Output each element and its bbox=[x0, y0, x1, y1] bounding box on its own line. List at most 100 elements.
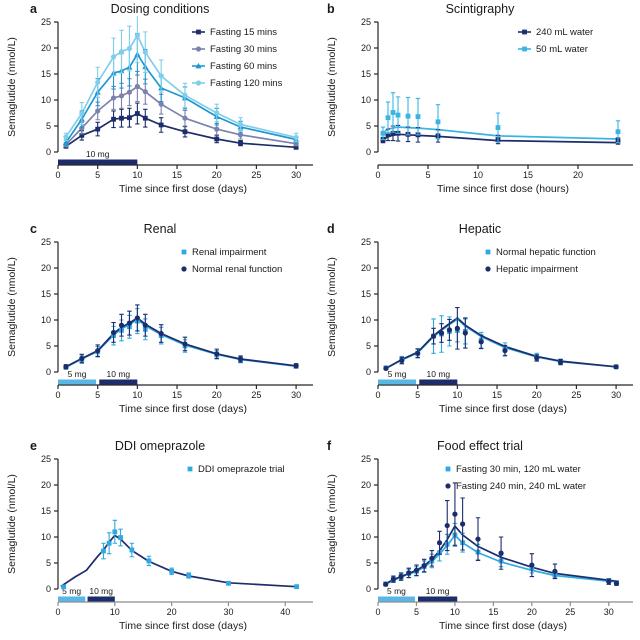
svg-text:10: 10 bbox=[41, 532, 51, 542]
svg-text:25: 25 bbox=[361, 17, 371, 27]
svg-text:5 mg: 5 mg bbox=[388, 369, 407, 379]
svg-text:Semaglutide (nmol/L): Semaglutide (nmol/L) bbox=[6, 257, 18, 357]
svg-text:Semaglutide (nmol/L): Semaglutide (nmol/L) bbox=[326, 257, 338, 357]
svg-text:Semaglutide (nmol/L): Semaglutide (nmol/L) bbox=[326, 474, 338, 574]
svg-text:5: 5 bbox=[95, 170, 100, 180]
panel-letter: e bbox=[30, 439, 37, 453]
svg-text:25: 25 bbox=[41, 454, 51, 464]
svg-text:20: 20 bbox=[41, 480, 51, 490]
svg-text:0: 0 bbox=[366, 367, 371, 377]
svg-text:10: 10 bbox=[452, 390, 462, 400]
svg-text:Time since first dose (days): Time since first dose (days) bbox=[119, 183, 247, 195]
svg-text:0: 0 bbox=[55, 390, 60, 400]
chart-renal: 0 5 10 15 20 25 Semaglutide (nmol/L) 0 5 10 15 20 25… bbox=[6, 237, 313, 415]
svg-text:15: 15 bbox=[492, 390, 502, 400]
panel-b: b Scintigraphy 0 5 10 15 20 25 Semaglutide (nm… bbox=[320, 0, 640, 206]
svg-text:Fasting 30 min, 120 mL water: Fasting 30 min, 120 mL water bbox=[456, 464, 581, 475]
svg-text:15: 15 bbox=[361, 506, 371, 516]
svg-text:25: 25 bbox=[361, 237, 371, 247]
svg-text:Normal renal function: Normal renal function bbox=[192, 264, 282, 275]
svg-text:15: 15 bbox=[523, 170, 533, 180]
panel-f: f Food effect trial 0 5 10 15 20 25 Semaglutid… bbox=[320, 423, 640, 640]
svg-text:Semaglutide (nmol/L): Semaglutide (nmol/L) bbox=[6, 37, 18, 137]
svg-text:10 mg: 10 mg bbox=[427, 369, 451, 379]
svg-text:5: 5 bbox=[366, 121, 371, 131]
svg-text:Time since first dose (days): Time since first dose (days) bbox=[439, 403, 567, 415]
chart-dosing-conditions: 0 5 10 15 20 25 Semaglutide (nmol/L) 0 5 10 15 20 25… bbox=[6, 16, 313, 195]
svg-text:10 mg: 10 mg bbox=[107, 369, 131, 379]
svg-text:5: 5 bbox=[414, 607, 419, 617]
svg-text:0: 0 bbox=[46, 367, 51, 377]
panel-title: Scintigraphy bbox=[445, 2, 515, 16]
svg-text:0: 0 bbox=[375, 390, 380, 400]
svg-text:15: 15 bbox=[172, 390, 182, 400]
svg-text:10: 10 bbox=[361, 315, 371, 325]
svg-text:5 mg: 5 mg bbox=[68, 369, 87, 379]
svg-text:0: 0 bbox=[366, 147, 371, 157]
panel-title: Hepatic bbox=[458, 222, 502, 236]
svg-text:15: 15 bbox=[41, 289, 51, 299]
panel-c: c Renal 0 5 10 15 20 25 Semaglutide (nmol/L) 0 5… bbox=[0, 206, 320, 423]
panel-title: Renal bbox=[143, 222, 177, 236]
svg-text:10: 10 bbox=[110, 607, 120, 617]
panel-d: d Hepatic 0 5 10 15 20 25 Semaglutide (nmol/L)… bbox=[320, 206, 640, 423]
panel-title: Food effect trial bbox=[437, 439, 523, 453]
svg-text:240 mL water: 240 mL water bbox=[536, 27, 593, 38]
svg-text:10 mg: 10 mg bbox=[86, 149, 110, 159]
svg-text:10: 10 bbox=[473, 170, 483, 180]
svg-text:Hepatic impairment: Hepatic impairment bbox=[496, 264, 578, 275]
svg-text:10: 10 bbox=[361, 95, 371, 105]
svg-text:20: 20 bbox=[212, 170, 222, 180]
svg-text:20: 20 bbox=[41, 43, 51, 53]
svg-text:0: 0 bbox=[375, 607, 380, 617]
svg-text:25: 25 bbox=[41, 237, 51, 247]
svg-text:10: 10 bbox=[132, 170, 142, 180]
chart-hepatic: 0 5 10 15 20 25 Semaglutide (nmol/L) 0 5 10 15 20 25… bbox=[326, 237, 633, 415]
svg-text:5 mg: 5 mg bbox=[62, 586, 81, 596]
svg-text:Time since first dose (days): Time since first dose (days) bbox=[119, 403, 247, 415]
svg-text:Fasting 60 mins: Fasting 60 mins bbox=[210, 61, 277, 72]
svg-text:5: 5 bbox=[415, 390, 420, 400]
svg-text:Fasting 120 mins: Fasting 120 mins bbox=[210, 78, 283, 89]
svg-text:20: 20 bbox=[41, 263, 51, 273]
svg-text:Time since first dose (days): Time since first dose (days) bbox=[439, 620, 567, 632]
svg-text:DDI omeprazole trial: DDI omeprazole trial bbox=[198, 464, 285, 475]
svg-text:30: 30 bbox=[604, 607, 614, 617]
svg-text:40: 40 bbox=[280, 607, 290, 617]
svg-text:10 mg: 10 mg bbox=[89, 586, 113, 596]
svg-text:10: 10 bbox=[41, 315, 51, 325]
svg-text:10 mg: 10 mg bbox=[426, 586, 450, 596]
svg-text:10: 10 bbox=[132, 390, 142, 400]
svg-text:Time since first dose (hours): Time since first dose (hours) bbox=[437, 183, 569, 195]
panel-title: Dosing conditions bbox=[110, 2, 210, 16]
svg-text:5: 5 bbox=[366, 341, 371, 351]
chart-ddi-omeprazole: 0 5 10 15 20 25 Semaglutide (nmol/L) 0 10 20 30 40 T… bbox=[6, 454, 313, 632]
svg-text:15: 15 bbox=[41, 69, 51, 79]
svg-text:0: 0 bbox=[46, 147, 51, 157]
svg-text:10: 10 bbox=[361, 532, 371, 542]
svg-text:5: 5 bbox=[366, 558, 371, 568]
svg-text:15: 15 bbox=[172, 170, 182, 180]
chart-food-effect: 0 5 10 15 20 25 Semaglutide (nmol/L) 0 5 10 15 20 25… bbox=[326, 454, 633, 632]
svg-text:20: 20 bbox=[361, 480, 371, 490]
svg-text:20: 20 bbox=[167, 607, 177, 617]
svg-text:30: 30 bbox=[223, 607, 233, 617]
svg-text:25: 25 bbox=[571, 390, 581, 400]
svg-text:5 mg: 5 mg bbox=[387, 586, 406, 596]
svg-text:0: 0 bbox=[366, 584, 371, 594]
svg-text:5: 5 bbox=[46, 558, 51, 568]
svg-text:10: 10 bbox=[450, 607, 460, 617]
svg-text:30: 30 bbox=[291, 170, 301, 180]
svg-text:20: 20 bbox=[573, 170, 583, 180]
svg-text:0: 0 bbox=[375, 170, 380, 180]
chart-scintigraphy: 0 5 10 15 20 25 Semaglutide (nmol/L) 0 5 10 15 20 Ti… bbox=[326, 17, 633, 195]
svg-text:20: 20 bbox=[532, 390, 542, 400]
svg-text:5: 5 bbox=[425, 170, 430, 180]
panel-letter: b bbox=[327, 2, 335, 16]
svg-text:5: 5 bbox=[95, 390, 100, 400]
svg-text:0: 0 bbox=[55, 607, 60, 617]
svg-text:15: 15 bbox=[361, 289, 371, 299]
svg-text:20: 20 bbox=[361, 43, 371, 53]
svg-text:15: 15 bbox=[361, 69, 371, 79]
